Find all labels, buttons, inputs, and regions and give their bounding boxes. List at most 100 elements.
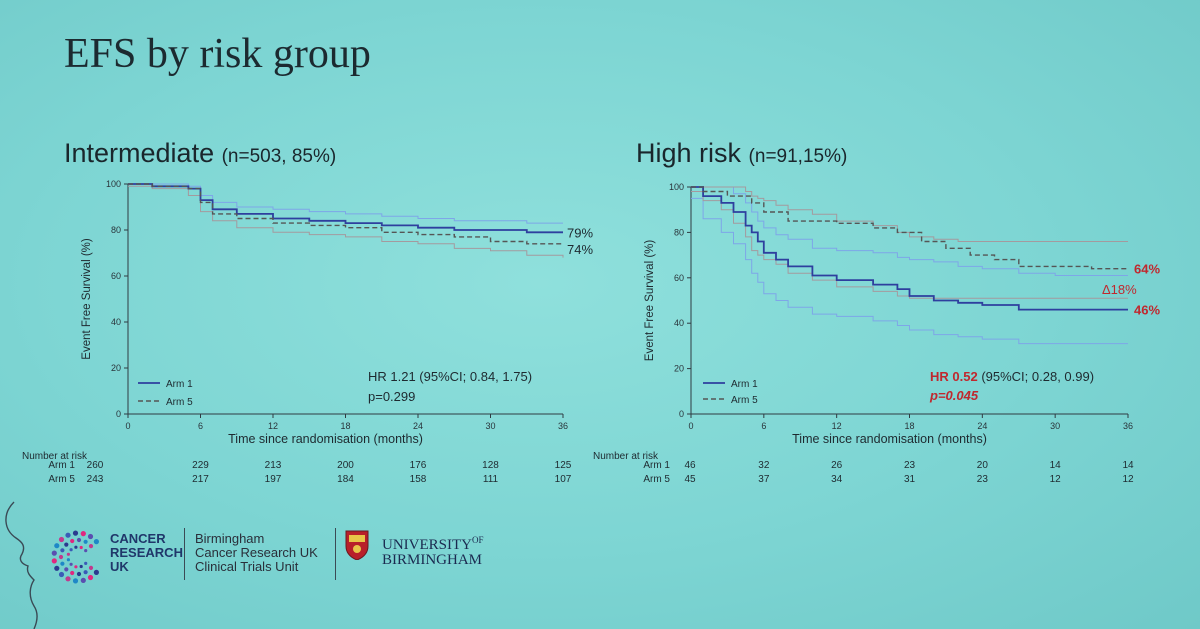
- risk-row-label: Arm 1: [643, 460, 670, 471]
- logo-dot: [93, 539, 99, 545]
- logo-dot: [65, 532, 71, 538]
- logo-divider: [184, 528, 185, 580]
- risk-cell: 46: [684, 460, 696, 471]
- legend-label: Arm 1: [731, 379, 758, 390]
- ci-lower-line: [691, 191, 1128, 299]
- logo-dot: [84, 549, 88, 553]
- x-tick-label: 6: [761, 421, 766, 431]
- bcru-logo-text: Birmingham Cancer Research UK Clinical T…: [195, 532, 318, 574]
- risk-cell: 158: [410, 474, 427, 485]
- uob-logo-text: UNIVERSITYOF BIRMINGHAM: [382, 533, 484, 568]
- risk-cell: 184: [337, 474, 354, 485]
- y-tick-label: 40: [111, 317, 121, 327]
- logo-dot: [88, 544, 94, 549]
- risk-cell: 176: [410, 460, 427, 471]
- logo-dot: [80, 577, 86, 583]
- slide-title: EFS by risk group: [64, 31, 371, 77]
- end-label-arm5: 74%: [567, 242, 593, 257]
- y-tick-label: 80: [111, 225, 121, 235]
- risk-cell: 12: [1050, 474, 1062, 485]
- logo-line: RESEARCH: [110, 545, 183, 560]
- logo-dot: [51, 550, 57, 556]
- legend-label: Arm 1: [166, 379, 193, 390]
- y-tick-label: 100: [106, 179, 121, 189]
- risk-row-label: Arm 5: [48, 474, 75, 485]
- logo-dot: [79, 564, 83, 569]
- x-tick-label: 24: [977, 421, 987, 431]
- logo-dot: [74, 545, 78, 549]
- x-tick-label: 36: [1123, 421, 1133, 431]
- risk-cell: 260: [87, 460, 104, 471]
- panel-title-text: High risk: [636, 138, 742, 168]
- risk-cell: 14: [1050, 460, 1062, 471]
- risk-cell: 34: [831, 474, 843, 485]
- hr-ci: (95%CI; 0.28, 0.99): [978, 369, 1094, 384]
- logo-dot: [54, 543, 60, 549]
- logo-dot: [74, 565, 78, 569]
- series-line-arm-5: [691, 186, 1128, 270]
- legend-label: Arm 5: [166, 397, 193, 408]
- logo-dot: [70, 538, 75, 544]
- risk-cell: 32: [758, 460, 770, 471]
- hr-annotation: HR 1.21 (95%CI; 0.84, 1.75): [368, 369, 532, 384]
- logo-dot: [64, 542, 69, 547]
- risk-cell: 125: [555, 460, 572, 471]
- risk-cell: 128: [482, 460, 499, 471]
- y-tick-label: 20: [111, 363, 121, 373]
- series-line-arm-1: [691, 186, 1128, 311]
- hr-value: HR 0.52: [930, 369, 978, 384]
- risk-cell: 197: [265, 474, 282, 485]
- panel-title-high-risk: High risk (n=91,15%): [636, 138, 847, 169]
- logo-dot: [54, 565, 60, 571]
- ci-upper-line: [691, 186, 1128, 242]
- risk-cell: 23: [977, 474, 989, 485]
- y-tick-label: 80: [674, 227, 684, 237]
- panel-title-intermediate: Intermediate (n=503, 85%): [64, 138, 336, 169]
- logo-dot: [87, 574, 94, 581]
- risk-cell: 12: [1122, 474, 1134, 485]
- end-label-arm5: 64%: [1134, 262, 1160, 277]
- risk-table-header: Number at risk: [22, 451, 88, 462]
- delta-label: Δ18%: [1102, 282, 1137, 297]
- x-tick-label: 0: [125, 421, 130, 431]
- x-tick-label: 18: [904, 421, 914, 431]
- risk-cell: 20: [977, 460, 989, 471]
- logo-dot: [72, 578, 79, 584]
- logo-dot: [76, 571, 82, 577]
- panel-subtitle: (n=91,15%): [748, 146, 848, 167]
- risk-table-header: Number at risk: [593, 451, 659, 462]
- logo-dot: [93, 569, 99, 575]
- risk-cell: 243: [87, 474, 104, 485]
- face-outline-icon: [5, 501, 38, 629]
- x-axis-title: Time since randomisation (months): [228, 432, 423, 446]
- logo-line: Birmingham: [195, 531, 265, 546]
- risk-cell: 23: [904, 460, 916, 471]
- logo-line: UK: [110, 559, 129, 574]
- logo-dot: [83, 539, 88, 544]
- footer-logos: CANCER RESEARCH UK Birmingham Cancer Res…: [0, 500, 600, 629]
- ci-upper-line: [128, 183, 563, 224]
- x-tick-label: 36: [558, 421, 568, 431]
- p-value-annotation: p=0.045: [929, 388, 979, 403]
- risk-cell: 31: [904, 474, 916, 485]
- logo-dot: [87, 533, 94, 540]
- hr-annotation: HR 0.52 (95%CI; 0.28, 0.99): [930, 369, 1094, 384]
- risk-cell: 213: [265, 460, 282, 471]
- logo-line: Clinical Trials Unit: [195, 559, 299, 574]
- logo-line: UNIVERSITY: [382, 537, 472, 553]
- risk-cell: 229: [192, 460, 209, 471]
- ci-lower-line: [128, 185, 564, 258]
- logo-dot: [83, 570, 88, 575]
- risk-row-label: Arm 1: [48, 460, 75, 471]
- risk-row-label: Arm 5: [643, 474, 670, 485]
- logo-dot: [58, 571, 65, 578]
- risk-cell: 200: [337, 460, 354, 471]
- logo-dot: [84, 561, 88, 565]
- ci-upper-line: [691, 186, 1128, 276]
- logo-dot: [72, 530, 79, 536]
- logo-dot: [69, 548, 73, 552]
- x-tick-label: 0: [688, 421, 693, 431]
- logo-dot: [51, 558, 57, 564]
